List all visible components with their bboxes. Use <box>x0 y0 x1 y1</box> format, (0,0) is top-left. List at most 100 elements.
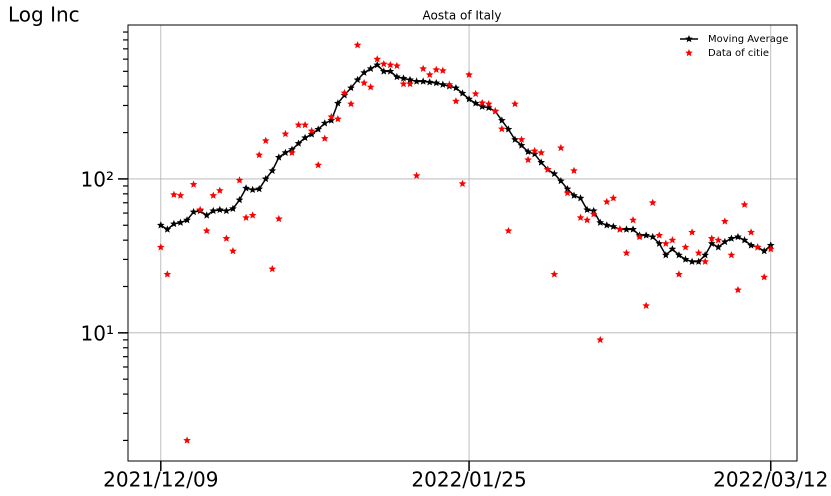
line-marker <box>517 141 526 149</box>
line-marker <box>235 195 244 204</box>
y-axis-label: Log Inc <box>8 3 80 27</box>
scatter-point <box>589 210 598 218</box>
scatter-point <box>609 194 618 202</box>
scatter-point <box>622 249 631 257</box>
line-marker <box>406 75 414 84</box>
line-marker <box>688 257 696 265</box>
line-marker <box>662 251 670 259</box>
scatter-point <box>216 186 224 194</box>
scatter-point <box>734 285 742 294</box>
line-marker <box>511 135 519 143</box>
scatter-point <box>170 190 178 198</box>
scatter-point <box>537 148 546 156</box>
x-tick-label: 2022/01/25 <box>411 468 526 492</box>
line-marker <box>216 205 224 214</box>
line-marker <box>425 78 434 86</box>
scatter-point <box>681 243 690 251</box>
scatter-point <box>452 97 460 105</box>
scatter-point <box>629 216 637 224</box>
scatter-point <box>242 213 250 221</box>
line-marker <box>347 83 355 92</box>
scatter-point <box>275 214 283 223</box>
scatter-point <box>766 245 775 253</box>
scatter-point <box>530 146 539 155</box>
line-marker <box>550 169 559 178</box>
line-marker <box>281 148 290 156</box>
scatter-point <box>399 79 408 88</box>
x-tick-label: 2021/12/09 <box>103 468 218 492</box>
line-marker <box>307 130 316 138</box>
scatter-point <box>701 257 709 265</box>
scatter-point <box>675 270 683 278</box>
line-marker <box>176 218 185 226</box>
scatter-point <box>281 129 290 138</box>
line-marker <box>596 218 605 226</box>
scatter-point <box>307 126 316 135</box>
line-marker <box>261 174 270 183</box>
scatter-point <box>655 231 664 239</box>
scatter-point <box>688 228 696 236</box>
scatter-point <box>760 273 769 281</box>
scatter-point <box>517 135 526 143</box>
plot-frame <box>127 24 798 462</box>
line-marker <box>642 231 650 239</box>
scatter-point <box>320 134 329 142</box>
scatter-point <box>360 78 368 87</box>
line-marker <box>622 225 631 233</box>
scatter-point <box>386 60 395 69</box>
scatter-point <box>288 148 296 156</box>
line-marker <box>373 60 382 69</box>
line-marker <box>714 243 723 251</box>
legend-marker <box>685 49 693 57</box>
scatter-point <box>235 176 244 184</box>
scatter-point <box>432 65 441 73</box>
line-marker <box>524 147 532 156</box>
line-marker <box>498 116 506 124</box>
scatter-point <box>183 436 191 444</box>
scatter-point <box>504 226 513 235</box>
scatter-point <box>563 189 572 197</box>
scatter-point <box>550 270 559 278</box>
line-marker <box>452 83 460 92</box>
line-marker <box>530 150 539 158</box>
scatter-point <box>340 88 349 97</box>
line-marker <box>583 205 591 214</box>
scatter-point <box>727 251 736 259</box>
scatter-point <box>511 99 519 108</box>
scatter-point <box>353 41 362 49</box>
scatter-point <box>668 236 677 244</box>
scatter-point <box>156 243 165 251</box>
line-marker <box>766 241 775 249</box>
legend-label: Data of citie <box>708 48 769 59</box>
line-marker <box>353 75 362 84</box>
scatter-point <box>176 191 185 199</box>
line-marker <box>183 216 191 224</box>
line-marker <box>340 91 349 99</box>
scatter-point <box>314 161 323 169</box>
line-marker <box>412 77 421 85</box>
line-marker <box>602 221 611 229</box>
line-marker <box>255 185 263 193</box>
scatter-point <box>261 136 270 144</box>
line-marker <box>366 64 375 72</box>
scatter-point <box>616 225 624 233</box>
line-marker <box>229 204 237 212</box>
line-marker <box>439 80 447 88</box>
moving-average-line <box>160 64 772 263</box>
line-marker <box>570 191 578 199</box>
y-tick-label: 10¹ <box>81 321 114 345</box>
line-marker <box>156 221 165 229</box>
scatter-point <box>445 80 454 88</box>
y-tick-label: 10² <box>81 167 114 191</box>
line-marker <box>301 133 309 142</box>
scatter-point <box>478 98 486 107</box>
line-marker <box>675 251 683 259</box>
line-marker <box>629 225 637 233</box>
line-marker <box>478 102 486 110</box>
scatter-point <box>714 236 723 244</box>
line-marker <box>727 234 736 242</box>
scatter-point <box>648 198 657 206</box>
line-marker <box>537 158 546 166</box>
line-marker <box>268 166 277 174</box>
line-marker <box>334 99 342 107</box>
